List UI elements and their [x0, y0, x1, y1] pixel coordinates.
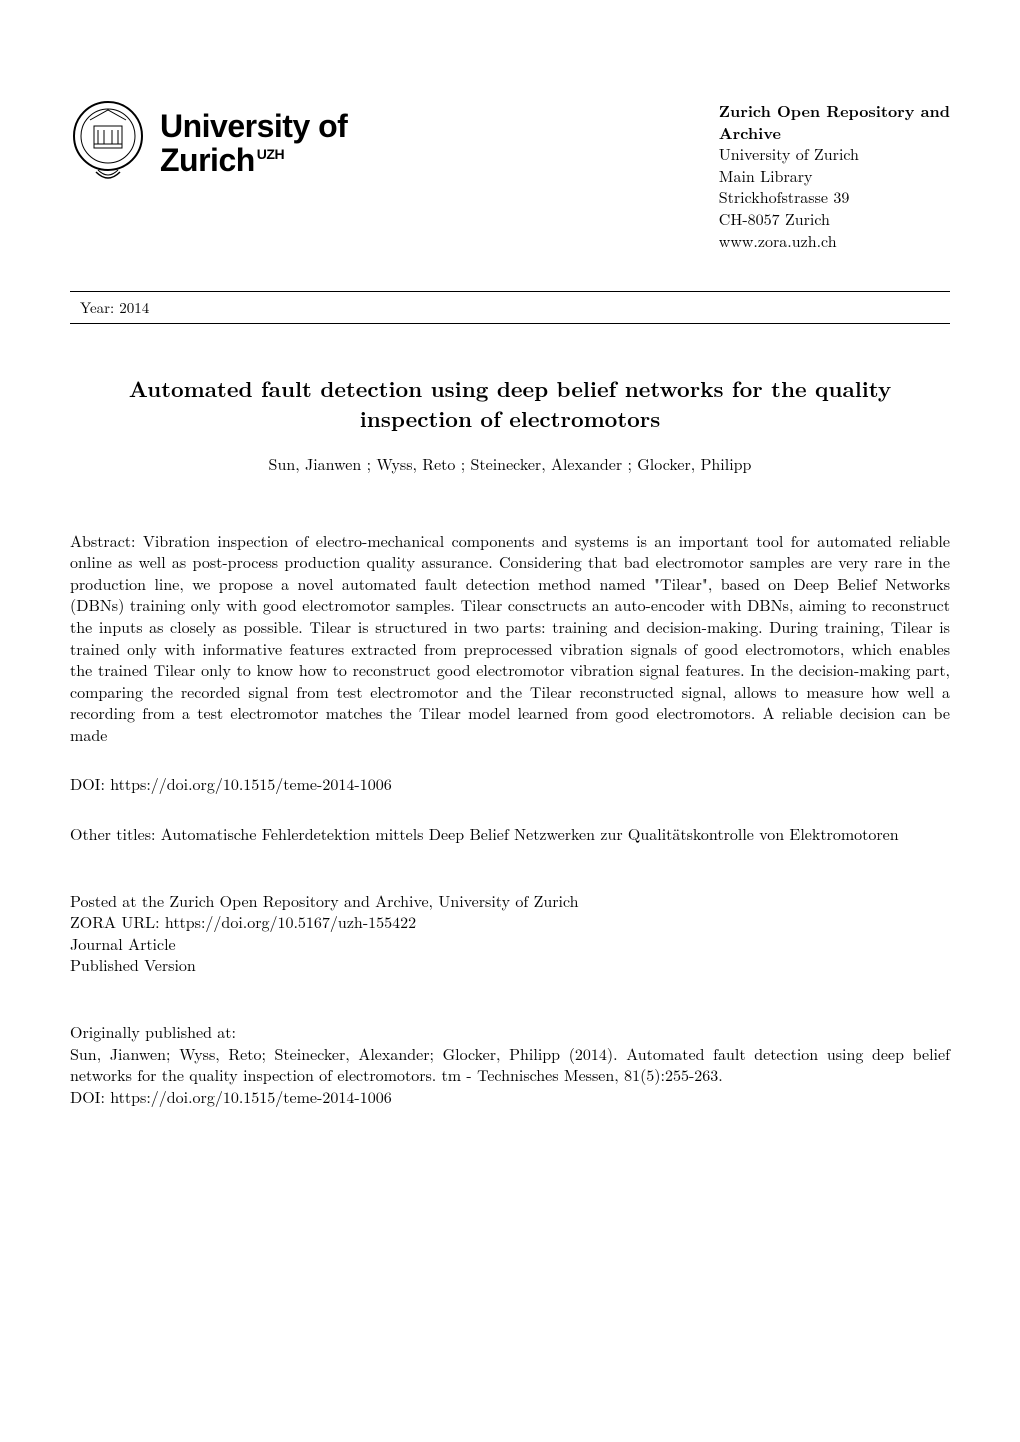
- header: University of ZurichUZH Zurich Open Repo…: [70, 100, 950, 251]
- abstract: Abstract: Vibration inspection of electr…: [70, 530, 950, 746]
- authors: Sun, Jianwen ; Wyss, Reto ; Steinecker, …: [70, 452, 950, 475]
- university-logo-block: University of ZurichUZH: [70, 100, 347, 188]
- year-row: Year: 2014: [70, 291, 950, 324]
- archive-line4: CH-8057 Zurich: [719, 208, 950, 230]
- origin-line1: Originally published at:: [70, 1021, 950, 1043]
- posted-line2: ZORA URL: https://doi.org/10.5167/uzh-15…: [70, 911, 950, 933]
- university-name: University of ZurichUZH: [160, 110, 347, 177]
- posted-line3: Journal Article: [70, 933, 950, 955]
- archive-line5: www.zora.uzh.ch: [719, 230, 950, 252]
- archive-line3: Strickhofstrasse 39: [719, 186, 950, 208]
- posted-line4: Published Version: [70, 954, 950, 976]
- archive-title-line1: Zurich Open Repository and: [719, 100, 950, 122]
- archive-info: Zurich Open Repository and Archive Unive…: [719, 100, 950, 251]
- university-name-line1: University of: [160, 110, 347, 144]
- origin-line3: DOI: https://doi.org/10.1515/teme-2014-1…: [70, 1086, 950, 1108]
- abstract-label: Abstract:: [70, 529, 143, 552]
- posted-line1: Posted at the Zurich Open Repository and…: [70, 890, 950, 912]
- paper-title: Automated fault detection using deep bel…: [100, 374, 920, 433]
- archive-line2: Main Library: [719, 165, 950, 187]
- abstract-text: Vibration inspection of electro-mechanic…: [70, 529, 950, 746]
- origin-line2: Sun, Jianwen; Wyss, Reto; Steinecker, Al…: [70, 1043, 950, 1086]
- other-titles-block: Other titles: Automatische Fehlerdetekti…: [70, 823, 950, 845]
- archive-line1: University of Zurich: [719, 143, 950, 165]
- posted-block: Posted at the Zurich Open Repository and…: [70, 890, 950, 976]
- origin-block: Originally published at: Sun, Jianwen; W…: [70, 1021, 950, 1107]
- year-label: Year: 2014: [70, 295, 159, 320]
- university-uzh-suffix: UZH: [257, 146, 284, 162]
- archive-title-line2: Archive: [719, 122, 950, 144]
- uzh-seal-icon: [70, 100, 146, 188]
- doi-block: DOI: https://doi.org/10.1515/teme-2014-1…: [70, 773, 950, 795]
- university-name-zurich: Zurich: [160, 142, 255, 178]
- university-name-line2: ZurichUZH: [160, 144, 347, 178]
